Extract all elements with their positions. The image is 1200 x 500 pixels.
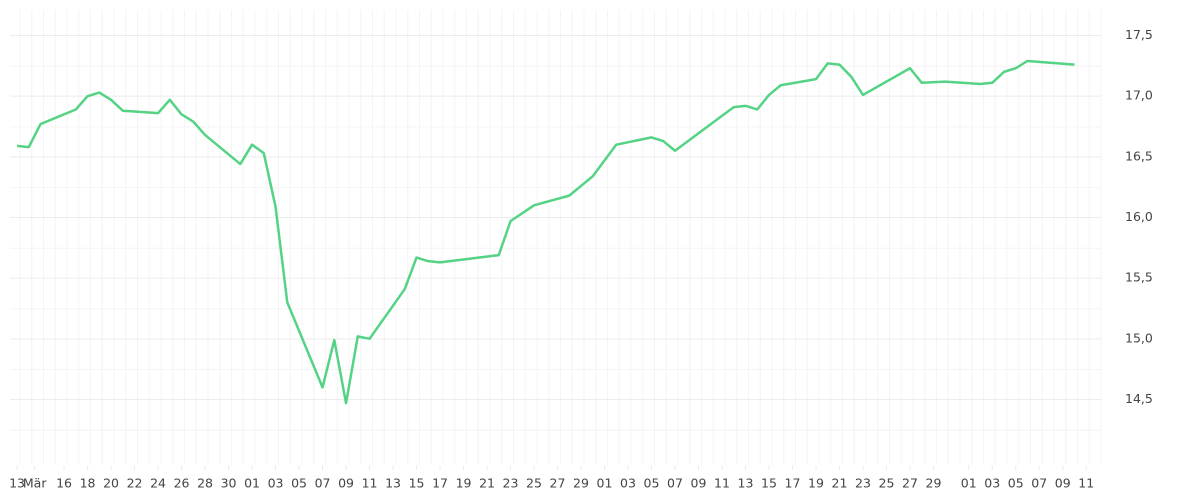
x-tick-label: 20	[103, 476, 119, 491]
x-tick-label: 29	[573, 476, 589, 491]
x-tick-label: 01	[597, 476, 613, 491]
x-tick-label: 29	[926, 476, 942, 491]
x-tick-label: 09	[691, 476, 707, 491]
x-tick-label: 15	[761, 476, 777, 491]
x-tick-label: 22	[127, 476, 143, 491]
x-tick-label: 17	[432, 476, 448, 491]
x-tick-label: 25	[526, 476, 542, 491]
x-tick-label: 03	[984, 476, 1000, 491]
x-tick-label: 11	[714, 476, 730, 491]
x-tick-label: 03	[268, 476, 284, 491]
x-tick-label: 16	[56, 476, 72, 491]
x-tick-label: 11	[1078, 476, 1094, 491]
x-tick-label: 05	[644, 476, 660, 491]
x-tick-label: 07	[667, 476, 683, 491]
x-tick-label: 07	[315, 476, 331, 491]
x-tick-label: 07	[1031, 476, 1047, 491]
x-tick-label: 23	[503, 476, 519, 491]
x-tick-label: 25	[879, 476, 895, 491]
x-tick-label: 01	[961, 476, 977, 491]
x-tick-label: 30	[221, 476, 237, 491]
x-tick-label: 19	[456, 476, 472, 491]
x-tick-label: 21	[479, 476, 495, 491]
x-tick-label: 09	[338, 476, 354, 491]
x-tick-label: 13	[385, 476, 401, 491]
x-tick-label: 23	[855, 476, 871, 491]
y-tick-label: 16,0	[1125, 209, 1153, 224]
x-tick-label: 26	[174, 476, 190, 491]
x-tick-label: 19	[808, 476, 824, 491]
x-tick-label: 05	[1008, 476, 1024, 491]
y-tick-label: 16,5	[1125, 148, 1153, 163]
price-line	[16, 59, 1075, 405]
x-tick-label: 09	[1055, 476, 1071, 491]
x-tick-label: 11	[362, 476, 378, 491]
y-tick-label: 14,5	[1125, 391, 1153, 406]
x-tick-label: 13	[9, 476, 25, 491]
y-tick-label: 17,5	[1125, 27, 1153, 42]
x-tick-label: 27	[550, 476, 566, 491]
x-tick-label: 03	[620, 476, 636, 491]
x-tick-label: Mär	[23, 476, 47, 491]
x-tick-label: 17	[785, 476, 801, 491]
y-tick-label: 17,0	[1125, 88, 1153, 103]
x-tick-label: 27	[902, 476, 918, 491]
x-tick-label: 01	[244, 476, 260, 491]
x-tick-label: 05	[291, 476, 307, 491]
x-tick-label: 18	[80, 476, 96, 491]
x-tick-label: 13	[738, 476, 754, 491]
y-tick-label: 15,5	[1125, 270, 1153, 285]
y-tick-label: 15,0	[1125, 330, 1153, 345]
x-tick-label: 21	[832, 476, 848, 491]
x-tick-label: 28	[197, 476, 213, 491]
x-tick-label: 15	[409, 476, 425, 491]
x-tick-label: 24	[150, 476, 166, 491]
